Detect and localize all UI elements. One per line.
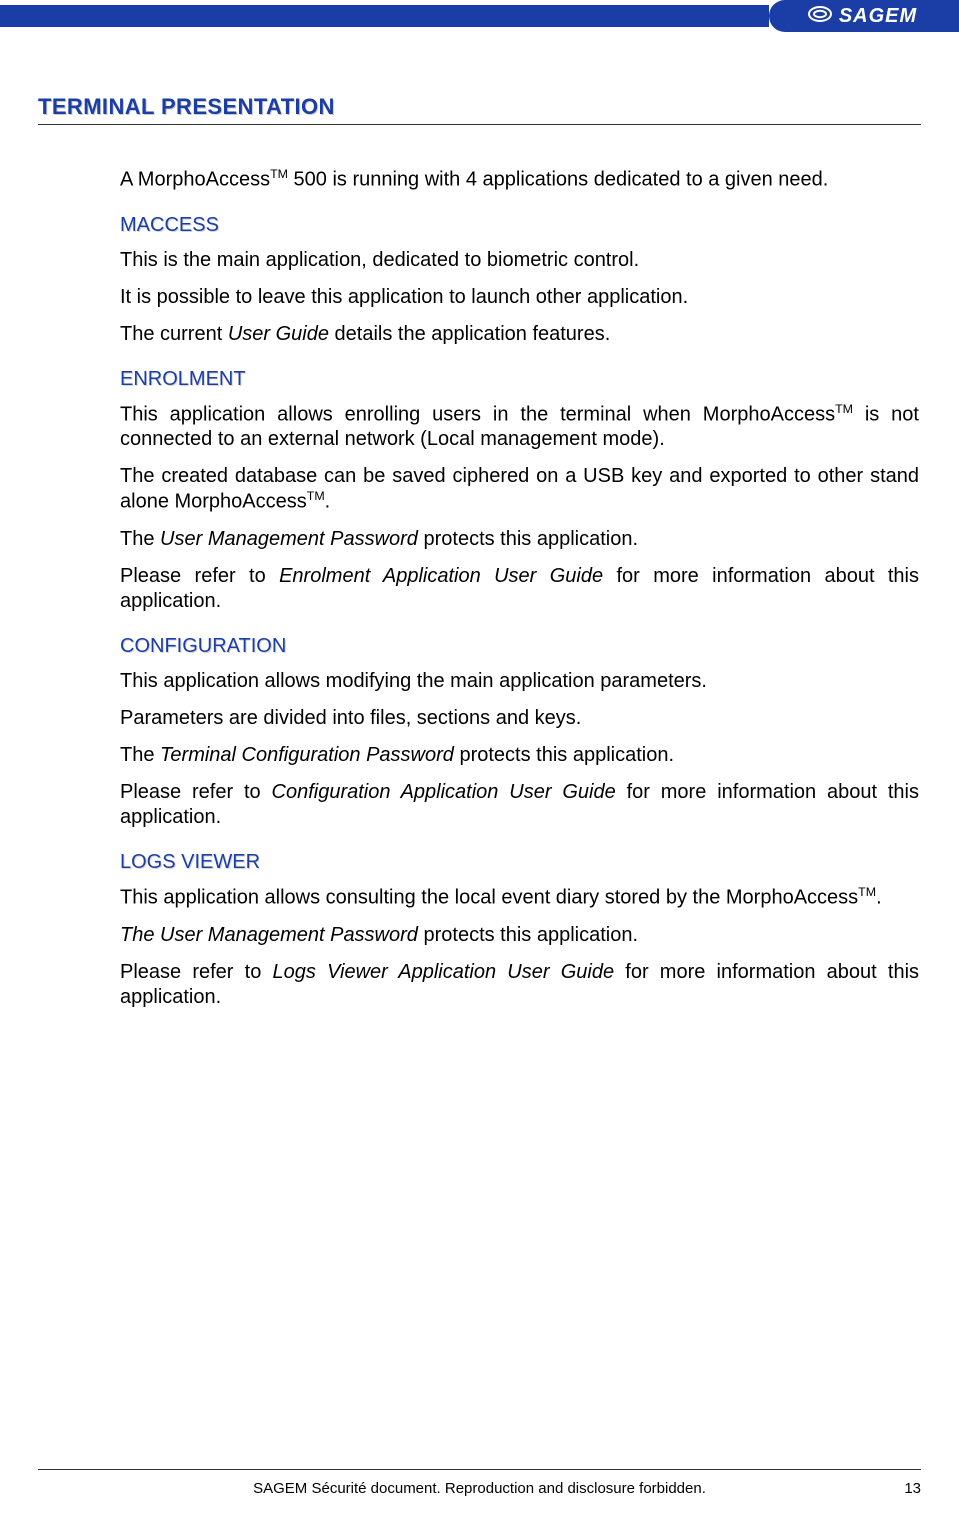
- text: The: [120, 528, 160, 550]
- text: protects this application.: [418, 528, 638, 550]
- text-italic: Terminal Configuration Password: [160, 744, 454, 766]
- text: 500 is running with 4 applications dedic…: [288, 169, 828, 191]
- enrolment-p2: The created database can be saved cipher…: [120, 464, 919, 515]
- text: Please refer to: [120, 781, 272, 803]
- brand-text: SAGEM: [839, 5, 917, 28]
- text: The created database can be saved cipher…: [120, 465, 919, 513]
- text: The current: [120, 323, 228, 345]
- text-italic: The User Management Password: [120, 924, 418, 946]
- text: protects this application.: [418, 924, 638, 946]
- enrolment-p1: This application allows enrolling users …: [120, 402, 919, 453]
- text-italic: Configuration Application User Guide: [272, 781, 616, 803]
- text: The: [120, 744, 160, 766]
- logs-p2: The User Management Password protects th…: [120, 923, 919, 948]
- page-body: TERMINAL PRESENTATION A MorphoAccessTM 5…: [0, 32, 959, 1469]
- trademark-icon: TM: [270, 167, 288, 181]
- subheading-logs: LOGS VIEWER: [120, 850, 919, 875]
- text: This application allows consulting the l…: [120, 887, 858, 909]
- logs-p3: Please refer to Logs Viewer Application …: [120, 960, 919, 1010]
- enrolment-p3: The User Management Password protects th…: [120, 527, 919, 552]
- section-title: TERMINAL PRESENTATION: [38, 94, 921, 120]
- text-italic: Enrolment Application User Guide: [279, 565, 603, 587]
- subheading-enrolment: ENROLMENT: [120, 367, 919, 392]
- maccess-p1: This is the main application, dedicated …: [120, 248, 919, 273]
- brand-ring-icon: [807, 1, 833, 32]
- header-fill: [0, 5, 769, 27]
- text: Please refer to: [120, 961, 273, 983]
- enrolment-p4: Please refer to Enrolment Application Us…: [120, 564, 919, 614]
- text-italic: User Guide: [228, 323, 329, 345]
- configuration-p3: The Terminal Configuration Password prot…: [120, 743, 919, 768]
- text: A MorphoAccess: [120, 169, 270, 191]
- maccess-p2: It is possible to leave this application…: [120, 285, 919, 310]
- title-row: TERMINAL PRESENTATION: [38, 94, 921, 125]
- brand-logo: SAGEM: [769, 0, 959, 32]
- intro-paragraph: A MorphoAccessTM 500 is running with 4 a…: [120, 167, 919, 193]
- configuration-p4: Please refer to Configuration Applicatio…: [120, 780, 919, 830]
- body-column: A MorphoAccessTM 500 is running with 4 a…: [38, 167, 921, 1010]
- footer-spacer: [38, 1480, 78, 1497]
- trademark-icon: TM: [858, 885, 876, 899]
- logs-p1: This application allows consulting the l…: [120, 885, 919, 911]
- text: .: [876, 887, 882, 909]
- text: details the application features.: [329, 323, 610, 345]
- maccess-p3: The current User Guide details the appli…: [120, 322, 919, 347]
- text: protects this application.: [454, 744, 674, 766]
- configuration-p2: Parameters are divided into files, secti…: [120, 706, 919, 731]
- header-bar: SAGEM: [0, 0, 959, 32]
- trademark-icon: TM: [835, 402, 853, 416]
- text: This application allows enrolling users …: [120, 403, 835, 425]
- configuration-p1: This application allows modifying the ma…: [120, 669, 919, 694]
- trademark-icon: TM: [307, 489, 325, 503]
- page-number: 13: [881, 1480, 921, 1497]
- subheading-configuration: CONFIGURATION: [120, 634, 919, 659]
- text-italic: User Management Password: [160, 528, 418, 550]
- subheading-maccess: MACCESS: [120, 213, 919, 238]
- page-footer: SAGEM Sécurité document. Reproduction an…: [38, 1469, 921, 1497]
- footer-text: SAGEM Sécurité document. Reproduction an…: [78, 1480, 881, 1497]
- text: .: [325, 491, 331, 513]
- text: Please refer to: [120, 565, 279, 587]
- text-italic: Logs Viewer Application User Guide: [273, 961, 615, 983]
